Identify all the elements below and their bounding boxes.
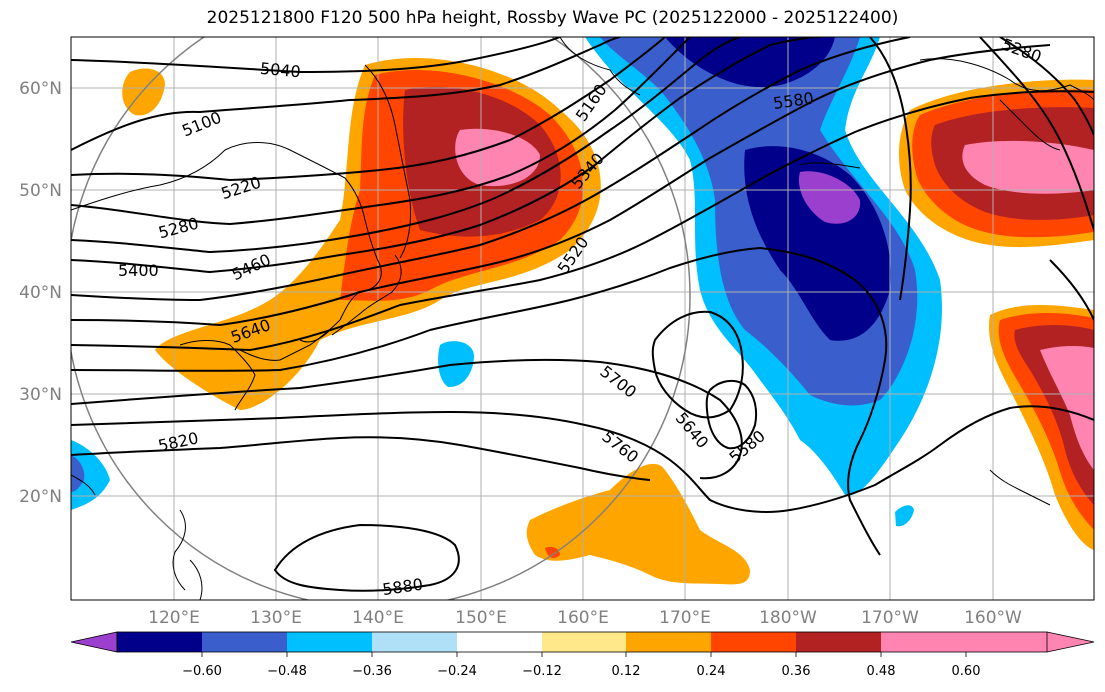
contour-labels: 5040 5100 5220 5280 5400 5460 5640 5820 …	[118, 37, 1044, 599]
positive-anomaly-northeast	[898, 79, 1094, 248]
lat-label-20n: 20°N	[19, 487, 62, 507]
contour-label: 5400	[118, 261, 159, 280]
latitude-labels: 60°N 50°N 40°N 30°N 20°N	[19, 79, 62, 507]
colorbar-segment	[117, 632, 202, 652]
lat-label-60n: 60°N	[19, 79, 62, 99]
height-contours	[71, 37, 1094, 592]
colorbar-tick-label: 0.48	[867, 664, 896, 679]
positive-anomaly-southeast	[989, 305, 1094, 550]
colorbar-tick-label: 0.36	[782, 664, 811, 679]
lon-label-160w: 160°W	[964, 608, 1022, 628]
lon-label-180w: 180°W	[759, 608, 817, 628]
colorbar-segment	[287, 632, 372, 652]
range-circle	[71, 37, 691, 600]
lat-label-50n: 50°N	[19, 181, 62, 201]
colorbar-segment	[202, 632, 287, 652]
colorbar-tick-label: 0.12	[612, 664, 641, 679]
colorbar-segment	[542, 632, 626, 652]
lon-label-150e: 150°E	[455, 608, 507, 628]
colorbar-extend-low	[70, 631, 118, 653]
map-title: 2025121800 F120 500 hPa height, Rossby W…	[206, 8, 899, 28]
lat-label-40n: 40°N	[19, 283, 62, 303]
longitude-labels: 120°E 130°E 140°E 150°E 160°E 170°E 180°…	[148, 608, 1022, 628]
colorbar-tick-labels: −0.60 −0.48 −0.36 −0.24 −0.12 0.12 0.24 …	[182, 664, 980, 679]
colorbar-tick-label: −0.36	[352, 664, 392, 679]
colorbar-tick-label: 0.60	[952, 664, 981, 679]
colorbar: −0.60 −0.48 −0.36 −0.24 −0.12 0.12 0.24 …	[70, 631, 1095, 679]
contour-label: 5040	[259, 59, 301, 81]
colorbar-tick-label: −0.48	[267, 664, 307, 679]
lon-label-160e: 160°E	[557, 608, 609, 628]
lon-label-120e: 120°E	[148, 608, 200, 628]
lon-label-130e: 130°E	[250, 608, 302, 628]
negative-anomaly-west	[71, 440, 110, 510]
colorbar-segment	[711, 632, 796, 652]
graticule	[71, 37, 1094, 600]
colorbar-ticks	[201, 652, 967, 657]
lon-label-140e: 140°E	[352, 608, 404, 628]
colorbar-tick-label: −0.24	[437, 664, 477, 679]
colorbar-tick-label: −0.60	[182, 664, 222, 679]
colorbar-segment	[457, 632, 542, 652]
map-area: 5040 5100 5220 5280 5400 5460 5640 5820 …	[71, 37, 1094, 600]
colorbar-tick-label: 0.24	[697, 664, 726, 679]
colorbar-segment	[796, 632, 881, 652]
colorbar-segment	[372, 632, 457, 652]
lat-label-30n: 30°N	[19, 385, 62, 405]
lon-label-170w: 170°W	[861, 608, 919, 628]
lon-label-170e: 170°E	[659, 608, 711, 628]
map-frame	[70, 36, 1095, 601]
coastlines	[71, 37, 1094, 600]
colorbar-extend-high	[881, 632, 1094, 652]
colorbar-segment	[626, 632, 711, 652]
colorbar-tick-label: −0.12	[522, 664, 562, 679]
